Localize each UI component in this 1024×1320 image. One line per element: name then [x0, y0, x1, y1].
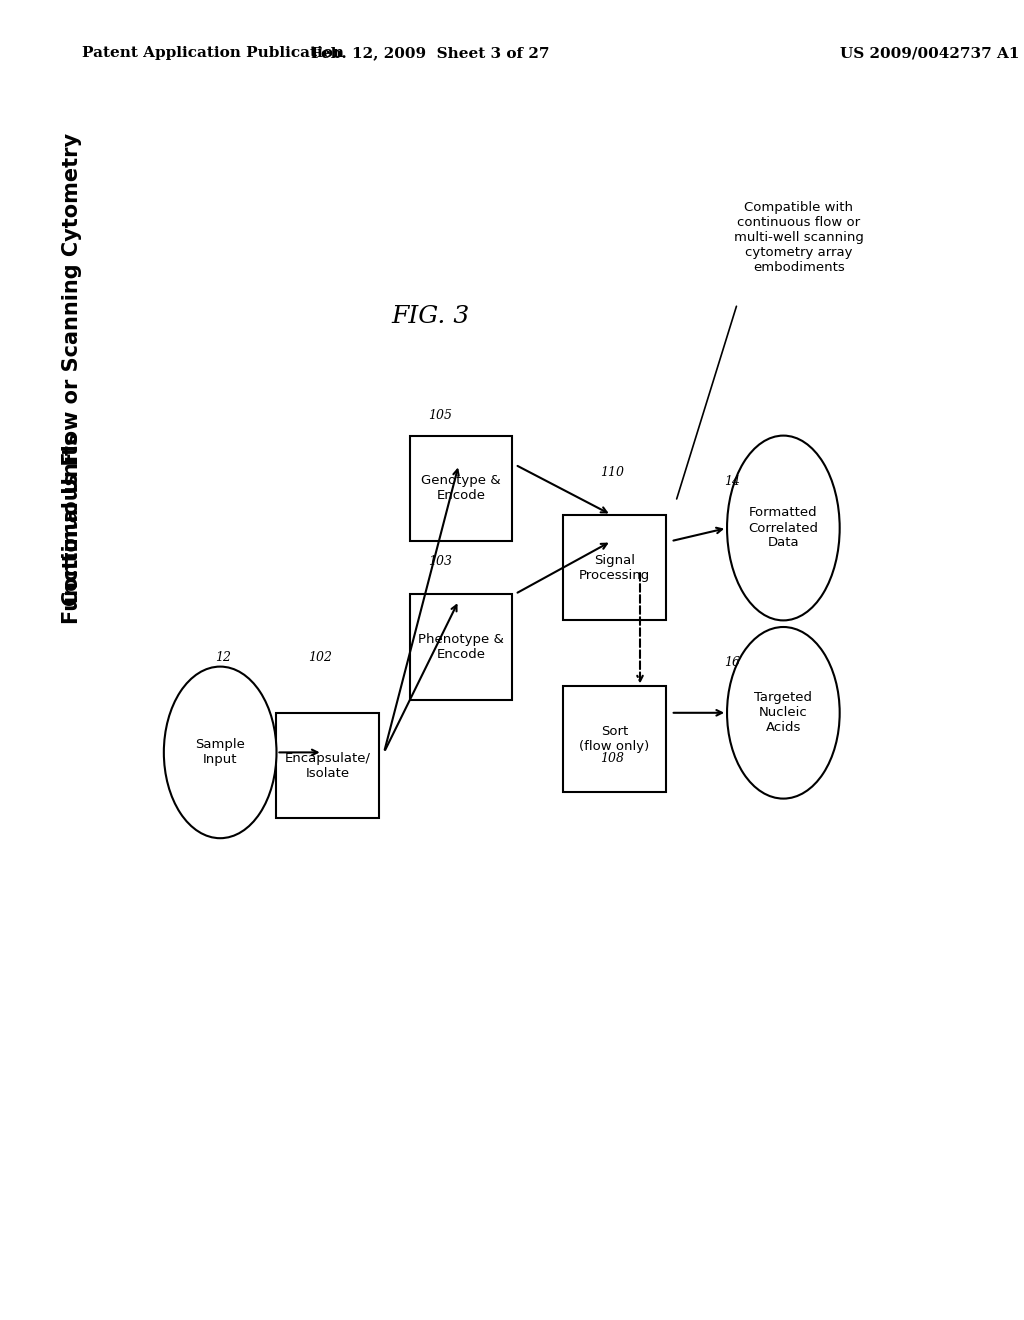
Text: Genotype &
Encode: Genotype & Encode — [421, 474, 501, 503]
Text: 108: 108 — [600, 752, 625, 766]
Text: Patent Application Publication: Patent Application Publication — [82, 46, 344, 61]
Text: US 2009/0042737 A1: US 2009/0042737 A1 — [840, 46, 1019, 61]
Text: 105: 105 — [428, 409, 453, 422]
FancyBboxPatch shape — [563, 686, 666, 792]
Ellipse shape — [727, 436, 840, 620]
Text: FIG. 3: FIG. 3 — [391, 305, 469, 329]
Text: Sample
Input: Sample Input — [196, 738, 245, 767]
Text: 16: 16 — [724, 656, 740, 669]
Text: 103: 103 — [428, 554, 453, 568]
Text: Signal
Processing: Signal Processing — [579, 553, 650, 582]
Text: Targeted
Nucleic
Acids: Targeted Nucleic Acids — [755, 692, 812, 734]
FancyBboxPatch shape — [563, 515, 666, 620]
Ellipse shape — [727, 627, 840, 799]
Text: Functional Units: Functional Units — [61, 432, 82, 624]
Text: Phenotype &
Encode: Phenotype & Encode — [418, 632, 504, 661]
FancyBboxPatch shape — [276, 713, 379, 818]
Text: 14: 14 — [724, 475, 740, 488]
Text: Formatted
Correlated
Data: Formatted Correlated Data — [749, 507, 818, 549]
FancyBboxPatch shape — [410, 594, 512, 700]
Text: Sort
(flow only): Sort (flow only) — [580, 725, 649, 754]
Ellipse shape — [164, 667, 276, 838]
Text: 102: 102 — [308, 651, 333, 664]
FancyBboxPatch shape — [410, 436, 512, 541]
Text: Encapsulate/
Isolate: Encapsulate/ Isolate — [285, 751, 371, 780]
Text: Continuous Flow or Scanning Cytometry: Continuous Flow or Scanning Cytometry — [61, 133, 82, 606]
Text: Feb. 12, 2009  Sheet 3 of 27: Feb. 12, 2009 Sheet 3 of 27 — [311, 46, 549, 61]
Text: Compatible with
continuous flow or
multi-well scanning
cytometry array
embodimen: Compatible with continuous flow or multi… — [734, 201, 863, 275]
Text: 110: 110 — [600, 466, 625, 479]
Text: 12: 12 — [215, 651, 231, 664]
